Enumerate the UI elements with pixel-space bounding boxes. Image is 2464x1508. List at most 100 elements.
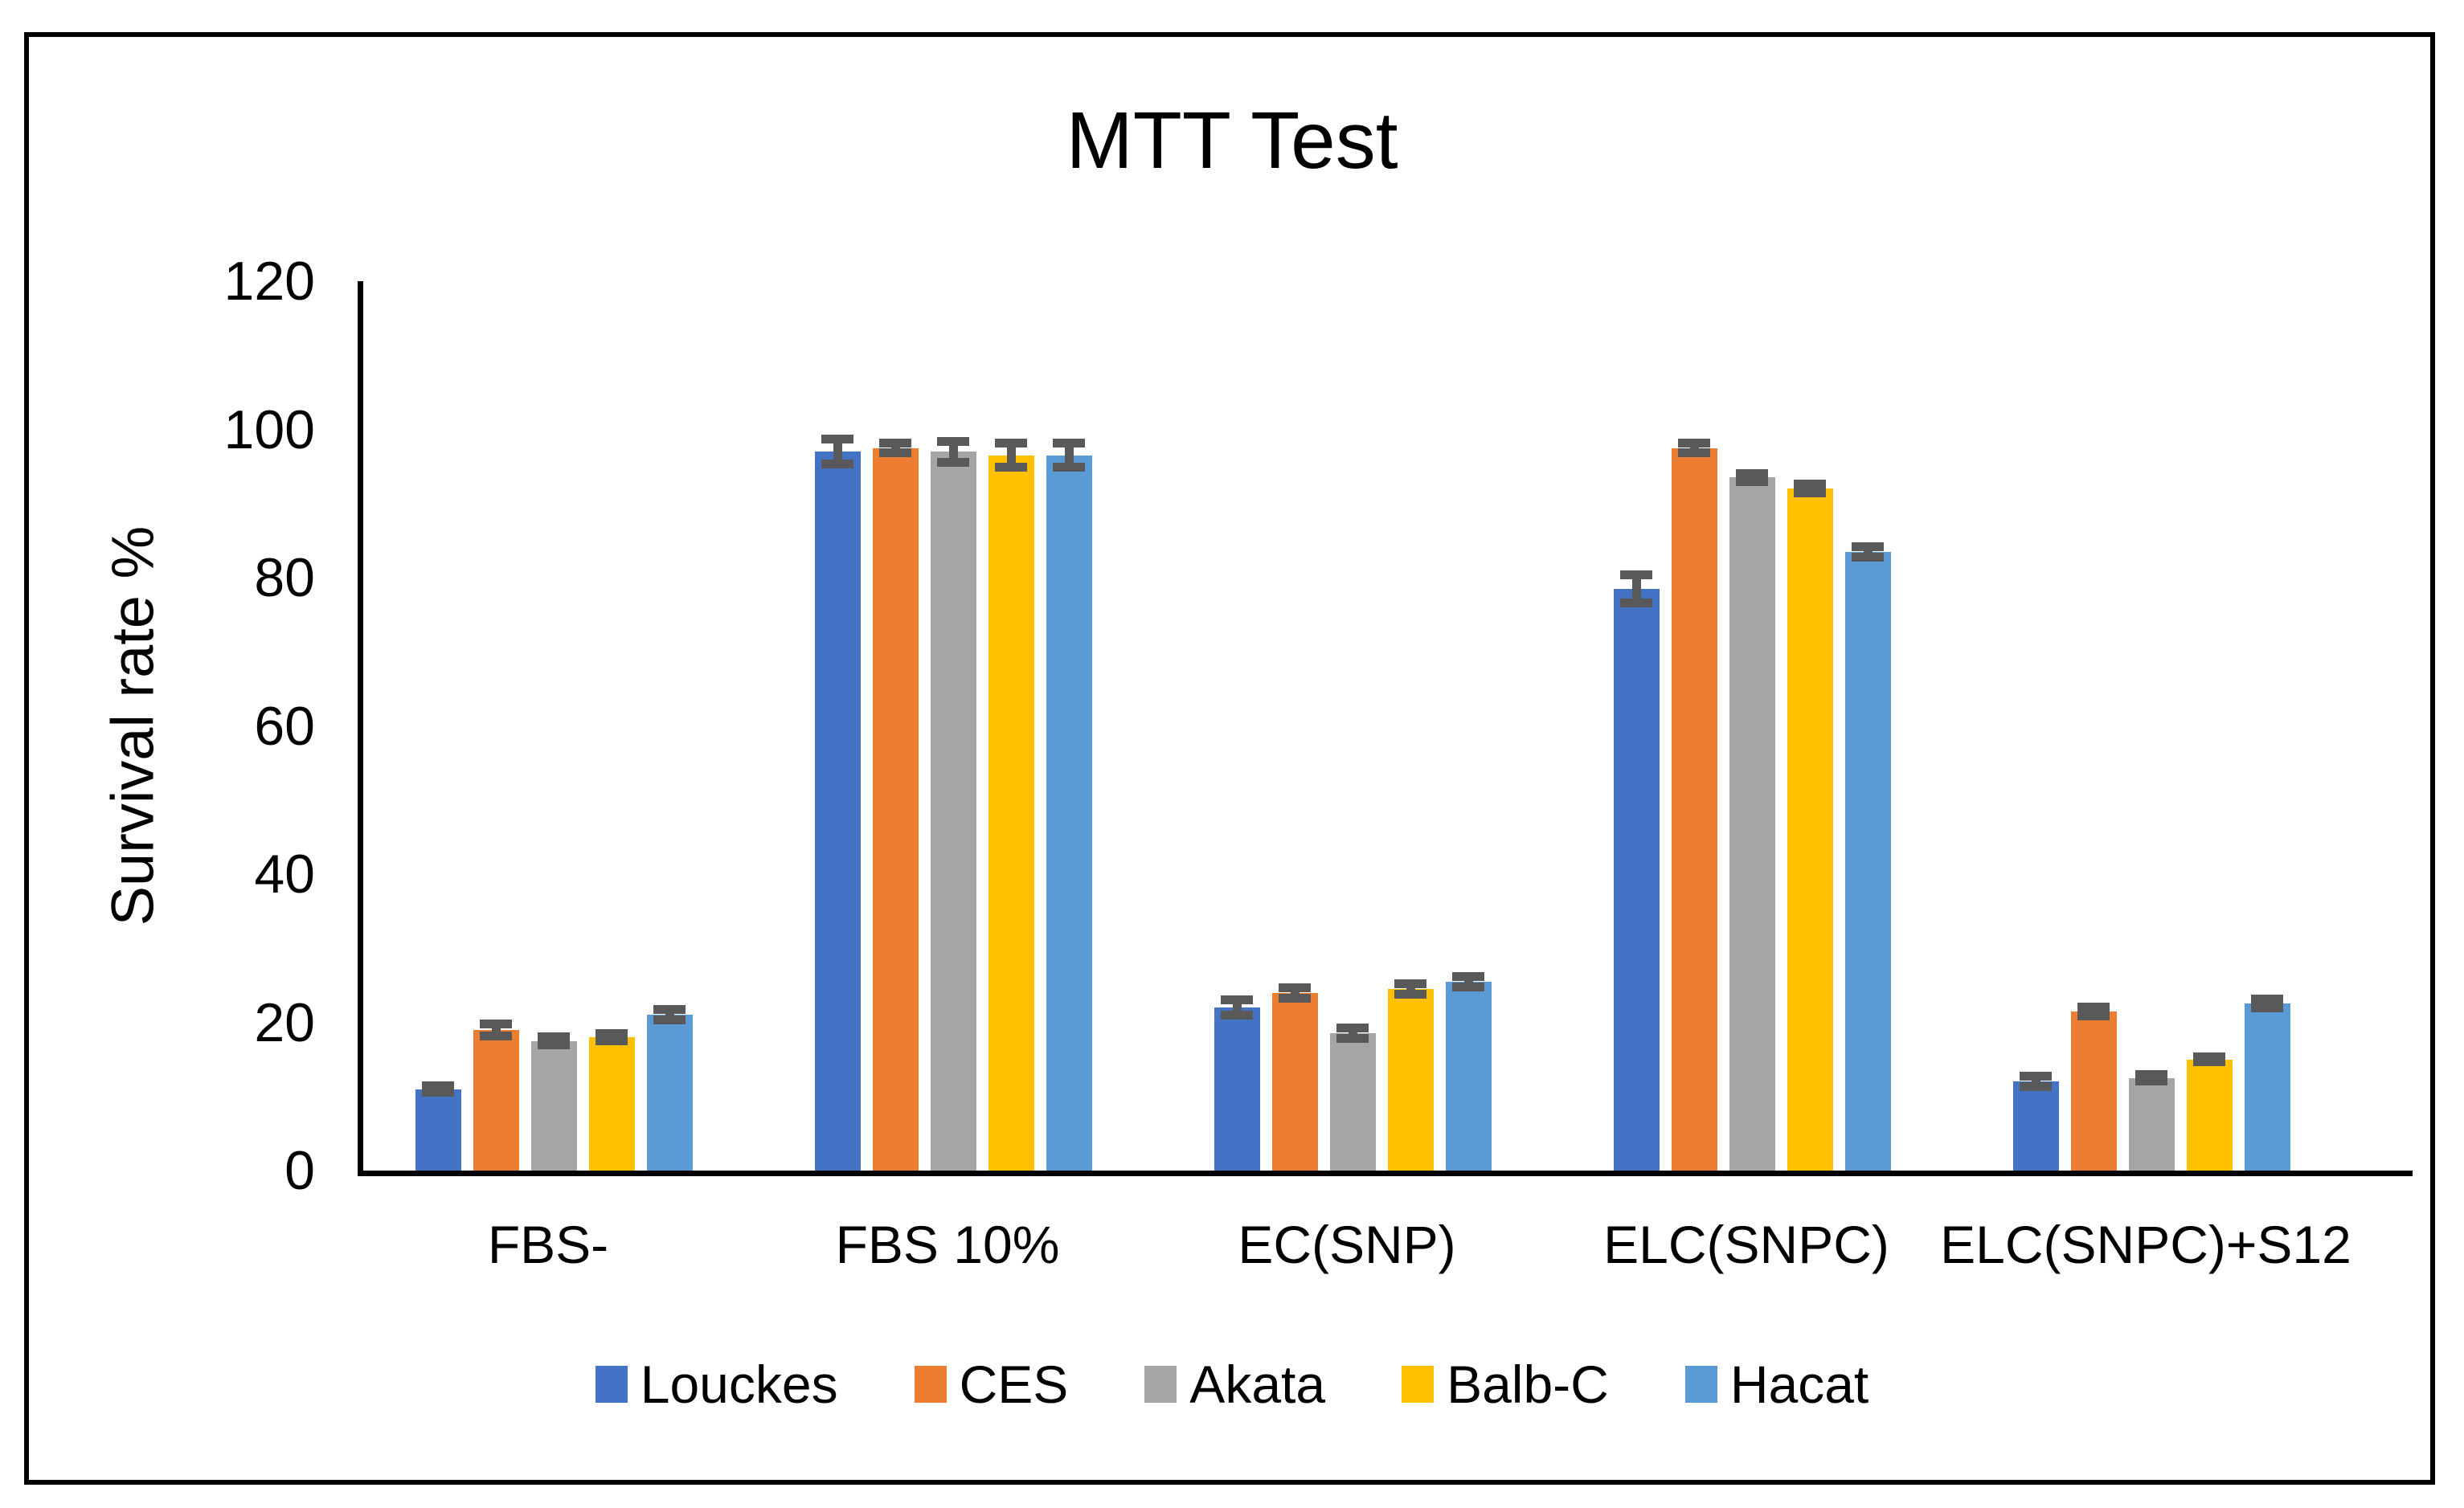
y-tick-label: 0 (284, 1140, 315, 1201)
bar (2128, 1077, 2175, 1171)
legend-item: CES (914, 1356, 1068, 1412)
y-tick-label: 60 (254, 695, 315, 757)
error-bar-cap-bottom (1852, 552, 1884, 562)
chart-border (24, 32, 2435, 1485)
bar (1329, 1033, 1376, 1171)
error-bar-cap-bottom (1336, 1034, 1369, 1044)
y-tick-label: 40 (254, 844, 315, 905)
error-bar (2020, 1072, 2052, 1092)
legend: Louckes CES Akata Balb-C Hacat (0, 1356, 2464, 1412)
error-bar-cap-top (422, 1081, 454, 1091)
legend-item: Louckes (595, 1355, 838, 1414)
error-bar-stem (2031, 1072, 2040, 1092)
error-bar-stem (1805, 480, 1815, 498)
error-bar-cap-top (879, 439, 911, 448)
error-bar-cap-top (2135, 1070, 2167, 1080)
error-bar-cap-top (1736, 469, 1768, 479)
error-bar-cap-top (821, 434, 853, 443)
legend-label: Balb-C (1447, 1355, 1609, 1414)
error-bar-cap-top (2251, 995, 2283, 1004)
error-bar-cap-bottom (2135, 1076, 2167, 1085)
error-bar-cap-top (1678, 439, 1710, 448)
bar (1613, 588, 1660, 1171)
error-bar-stem (1064, 439, 1074, 472)
error-bar-stem (1863, 541, 1873, 562)
error-bar-cap-bottom (2251, 1003, 2283, 1013)
bar (814, 452, 861, 1171)
error-bar-cap-bottom (2193, 1056, 2225, 1066)
bar (1445, 981, 1492, 1171)
bar (646, 1015, 693, 1171)
error-bar-cap-bottom (1620, 598, 1652, 607)
error-bar-stem (1689, 439, 1699, 457)
error-bar-cap-top (995, 439, 1027, 448)
error-bar-stem (890, 439, 900, 457)
error-bar (596, 1028, 628, 1046)
bar (588, 1036, 635, 1171)
legend-marker (595, 1366, 628, 1403)
legend-item: Hacat (1684, 1356, 1868, 1412)
bar (2244, 1003, 2290, 1171)
error-bar (1678, 439, 1710, 457)
error-bar-cap-bottom (1452, 982, 1484, 991)
legend-marker (1402, 1366, 1435, 1403)
y-tick-label: 80 (254, 547, 315, 608)
error-bar-stem (1406, 979, 1415, 999)
legend-marker (914, 1366, 947, 1403)
error-bar-cap-bottom (879, 447, 911, 457)
error-bar (2077, 1002, 2110, 1020)
legend-marker (1144, 1366, 1177, 1403)
error-bar-cap-top (538, 1032, 570, 1042)
bar (1844, 551, 1891, 1171)
error-bar-stem (1006, 439, 1016, 472)
error-bar-cap-top (2193, 1052, 2225, 1062)
x-axis-label: FBS- (487, 1215, 609, 1274)
x-axis-label: EC(SNP) (1238, 1215, 1456, 1274)
error-bar-cap-bottom (937, 457, 969, 467)
error-bar-cap-bottom (821, 460, 853, 469)
bar (2012, 1081, 2059, 1171)
error-bar (1794, 480, 1826, 498)
error-bar-cap-bottom (2020, 1082, 2052, 1092)
error-bar (937, 436, 969, 467)
error-bar (1221, 995, 1253, 1020)
error-bar-stem (948, 436, 958, 467)
y-tick-label: 20 (254, 991, 315, 1053)
error-bar-stem (491, 1019, 501, 1040)
error-bar (1620, 570, 1652, 607)
error-bar (653, 1005, 686, 1025)
error-bar (2193, 1052, 2225, 1066)
error-bar-stem (2262, 995, 2272, 1013)
error-bar (480, 1019, 512, 1040)
error-bar-cap-bottom (538, 1040, 570, 1049)
error-bar-cap-top (1053, 439, 1085, 448)
error-bar (1279, 983, 1311, 1003)
error-bar-cap-bottom (1678, 447, 1710, 457)
error-bar-cap-top (937, 436, 969, 446)
x-axis-label: FBS 10% (835, 1215, 1060, 1274)
bar (415, 1089, 461, 1171)
error-bar-cap-bottom (1736, 476, 1768, 486)
bar (872, 447, 919, 1171)
error-bar-cap-top (1394, 979, 1426, 988)
error-bar-stem (2089, 1002, 2098, 1020)
bar (930, 452, 976, 1171)
bar (1046, 455, 1092, 1171)
error-bar-stem (665, 1005, 674, 1025)
legend-label: Akata (1189, 1355, 1326, 1414)
error-bar (422, 1081, 454, 1097)
error-bar-cap-top (1336, 1024, 1369, 1033)
error-bar-cap-bottom (2077, 1011, 2110, 1020)
error-bar-cap-bottom (596, 1036, 628, 1046)
bar (1729, 477, 1775, 1171)
error-bar-cap-top (480, 1019, 512, 1028)
bar (988, 455, 1034, 1171)
error-bar-cap-bottom (1221, 1010, 1253, 1020)
error-bar-cap-bottom (653, 1016, 686, 1025)
legend-label: Louckes (640, 1355, 838, 1414)
error-bar-cap-bottom (1053, 463, 1085, 472)
bar (1787, 488, 1833, 1171)
error-bar-stem (833, 434, 842, 469)
chart-title: MTT Test (1066, 96, 1398, 186)
